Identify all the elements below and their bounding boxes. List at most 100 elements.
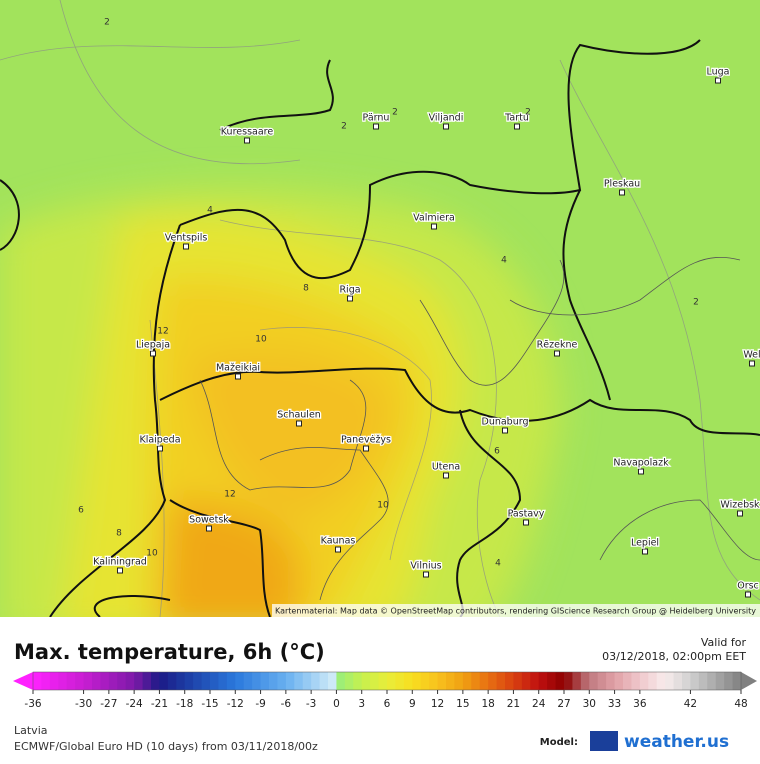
- color-step: [302, 672, 312, 690]
- color-step: [412, 672, 422, 690]
- color-step: [285, 672, 295, 690]
- color-step: [294, 672, 304, 690]
- model-label: Model:: [540, 737, 578, 748]
- contour-label: 4: [495, 559, 501, 569]
- color-step: [252, 672, 262, 690]
- color-step: [361, 672, 371, 690]
- tick-label: -18: [176, 698, 193, 710]
- color-step: [446, 672, 456, 690]
- color-step: [429, 672, 439, 690]
- city-label: Lepiel: [631, 538, 659, 549]
- color-step: [235, 672, 245, 690]
- color-step: [108, 672, 118, 690]
- city-label: Kaliningrad: [93, 557, 147, 568]
- city-marker: [638, 468, 644, 475]
- tick-label: 27: [557, 698, 570, 710]
- city-label: Schaulen: [277, 410, 321, 421]
- city-marker: [117, 567, 123, 574]
- color-step: [370, 672, 380, 690]
- city-label: Pleskau: [604, 179, 640, 190]
- valid-label: Valid for: [701, 636, 747, 649]
- color-step: [488, 672, 498, 690]
- tick-label: 0: [333, 698, 340, 710]
- tick-label: 24: [532, 698, 546, 710]
- color-step: [631, 672, 641, 690]
- color-step: [555, 672, 565, 690]
- color-step: [193, 672, 203, 690]
- color-step: [530, 672, 540, 690]
- city-marker: [183, 243, 189, 250]
- color-step: [117, 672, 127, 690]
- color-step: [100, 672, 110, 690]
- color-step: [201, 672, 211, 690]
- city-label: Orsc: [737, 581, 759, 592]
- tick-label: 6: [384, 698, 391, 710]
- color-step: [606, 672, 616, 690]
- city-marker: [363, 445, 369, 452]
- city-marker: [523, 519, 529, 526]
- tick-label: 48: [734, 698, 747, 710]
- contour-label: 2: [392, 108, 398, 118]
- color-step: [639, 672, 649, 690]
- city-label: Kuressaare: [221, 127, 274, 138]
- city-marker: [347, 295, 353, 302]
- city-label: Utena: [432, 462, 460, 473]
- color-step: [311, 672, 321, 690]
- tick-label: 3: [358, 698, 365, 710]
- color-step: [226, 672, 236, 690]
- tick-label: -6: [281, 698, 292, 710]
- city-label: Valmiera: [413, 213, 455, 224]
- tick-label: 15: [456, 698, 469, 710]
- city-marker: [235, 373, 241, 380]
- eu-flag: [590, 731, 618, 751]
- tick-label: 12: [431, 698, 444, 710]
- color-step: [210, 672, 220, 690]
- city-marker: [423, 571, 429, 578]
- city-marker: [737, 510, 743, 517]
- city-marker: [715, 77, 721, 84]
- brand: weather.us: [624, 732, 729, 752]
- color-step: [344, 672, 354, 690]
- contour-label: 10: [255, 335, 267, 345]
- color-step: [538, 672, 548, 690]
- tick-label: 9: [409, 698, 416, 710]
- tick-label: -24: [126, 698, 143, 710]
- color-step: [698, 672, 708, 690]
- color-step: [437, 672, 447, 690]
- tick-label: -12: [227, 698, 244, 710]
- contour-label: 8: [303, 284, 309, 294]
- contour-label: 6: [494, 447, 500, 457]
- tick-label: 30: [583, 698, 596, 710]
- tick-label: 42: [684, 698, 697, 710]
- city-marker: [206, 525, 212, 532]
- color-step: [521, 672, 531, 690]
- color-step: [656, 672, 666, 690]
- city-marker: [373, 123, 379, 130]
- city-marker: [554, 350, 560, 357]
- color-step: [597, 672, 607, 690]
- city-marker: [745, 591, 751, 598]
- city-label: Ventspils: [165, 233, 208, 244]
- city-marker: [150, 350, 156, 357]
- color-step: [49, 672, 59, 690]
- city-marker: [749, 360, 755, 367]
- region: Latvia: [14, 724, 48, 737]
- color-step: [673, 672, 683, 690]
- attribution: Kartenmaterial: Map data © OpenStreetMap…: [275, 607, 756, 616]
- color-step: [92, 672, 102, 690]
- color-step: [83, 672, 93, 690]
- tick-label: -21: [151, 698, 168, 710]
- color-step: [58, 672, 68, 690]
- city-label: Tartu: [504, 113, 529, 124]
- contour-label: 2: [525, 108, 531, 118]
- tick-label: 21: [507, 698, 520, 710]
- contour-label: 12: [224, 490, 235, 500]
- color-step: [387, 672, 397, 690]
- color-step: [690, 672, 700, 690]
- color-step: [33, 672, 43, 690]
- city-marker: [443, 123, 449, 130]
- city-label: Panevėžys: [341, 435, 391, 446]
- color-step: [328, 672, 338, 690]
- arrow-left: [13, 672, 33, 690]
